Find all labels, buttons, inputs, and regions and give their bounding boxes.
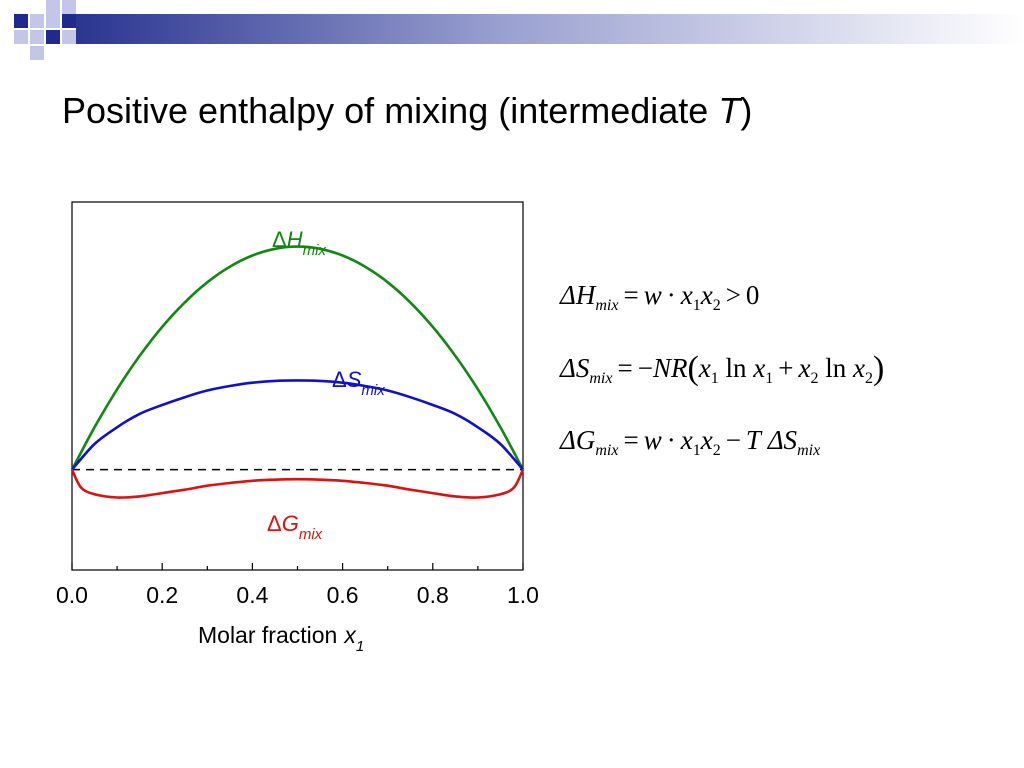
x-axis-label: Molar fraction x1 (198, 622, 364, 655)
gibbs-curve (70, 469, 525, 499)
page-title: Positive enthalpy of mixing (intermediat… (62, 90, 753, 131)
equation-entropy: ΔSmix = −NR(x1 ln x1 + x2 ln x2) (560, 350, 885, 387)
label-gibbs: ΔGmix (267, 511, 323, 543)
enthalpy-curve (70, 245, 525, 471)
x-tick-label: 0.0 (56, 582, 88, 608)
x-tick-label: 1.0 (507, 582, 539, 608)
deco-square (14, 30, 28, 44)
equation-enthalpy: ΔHmix = w · x1x2 >0 (560, 280, 760, 314)
deco-square (62, 30, 76, 44)
x-tick-label: 0.4 (236, 582, 268, 608)
deco-square (62, 0, 76, 14)
x-tick-label: 0.8 (417, 582, 449, 608)
x-tick-label: 0.2 (146, 582, 178, 608)
deco-square (46, 14, 60, 28)
deco-square (14, 14, 28, 28)
deco-square (46, 30, 60, 44)
label-enthalpy: ΔHmix (272, 227, 326, 259)
decorative-squares (14, 0, 1024, 60)
entropy-curve (71, 379, 524, 471)
deco-square (30, 46, 44, 60)
deco-square (46, 0, 60, 14)
x-tick-label: 0.6 (327, 582, 359, 608)
deco-square (30, 30, 44, 44)
label-entropy: ΔSmix (332, 367, 385, 399)
deco-square (30, 14, 44, 28)
deco-square (62, 14, 76, 28)
equation-gibbs: ΔGmix = w · x1x2− T ΔSmix (560, 425, 821, 459)
header-bar (76, 14, 1024, 44)
